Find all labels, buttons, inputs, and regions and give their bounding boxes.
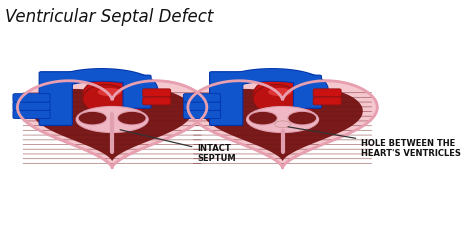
FancyBboxPatch shape	[143, 90, 171, 97]
Ellipse shape	[246, 107, 319, 133]
Polygon shape	[32, 90, 192, 162]
FancyBboxPatch shape	[39, 72, 73, 126]
FancyBboxPatch shape	[123, 76, 151, 109]
FancyBboxPatch shape	[313, 90, 341, 97]
FancyBboxPatch shape	[183, 102, 220, 111]
Ellipse shape	[82, 85, 128, 114]
Ellipse shape	[253, 77, 325, 114]
FancyBboxPatch shape	[210, 72, 243, 126]
Polygon shape	[202, 90, 363, 162]
Ellipse shape	[82, 77, 155, 114]
Ellipse shape	[268, 89, 292, 97]
FancyBboxPatch shape	[183, 94, 220, 103]
Ellipse shape	[78, 112, 107, 125]
Text: HOLE BETWEEN THE
HEART'S VENTRICLES: HOLE BETWEEN THE HEART'S VENTRICLES	[288, 127, 461, 158]
Ellipse shape	[98, 89, 121, 97]
Text: INTACT
SEPTUM: INTACT SEPTUM	[120, 130, 236, 163]
Ellipse shape	[118, 112, 146, 125]
FancyBboxPatch shape	[183, 111, 220, 119]
Polygon shape	[18, 81, 207, 168]
FancyBboxPatch shape	[143, 98, 171, 105]
Polygon shape	[188, 81, 377, 168]
Ellipse shape	[76, 107, 148, 133]
FancyBboxPatch shape	[13, 111, 50, 119]
Ellipse shape	[288, 112, 317, 125]
Text: Ventricular Septal Defect: Ventricular Septal Defect	[5, 8, 213, 25]
FancyBboxPatch shape	[293, 76, 321, 109]
FancyBboxPatch shape	[13, 102, 50, 111]
Ellipse shape	[253, 85, 299, 114]
Ellipse shape	[248, 112, 277, 125]
FancyBboxPatch shape	[313, 98, 341, 105]
FancyBboxPatch shape	[13, 94, 50, 103]
Ellipse shape	[275, 121, 291, 128]
